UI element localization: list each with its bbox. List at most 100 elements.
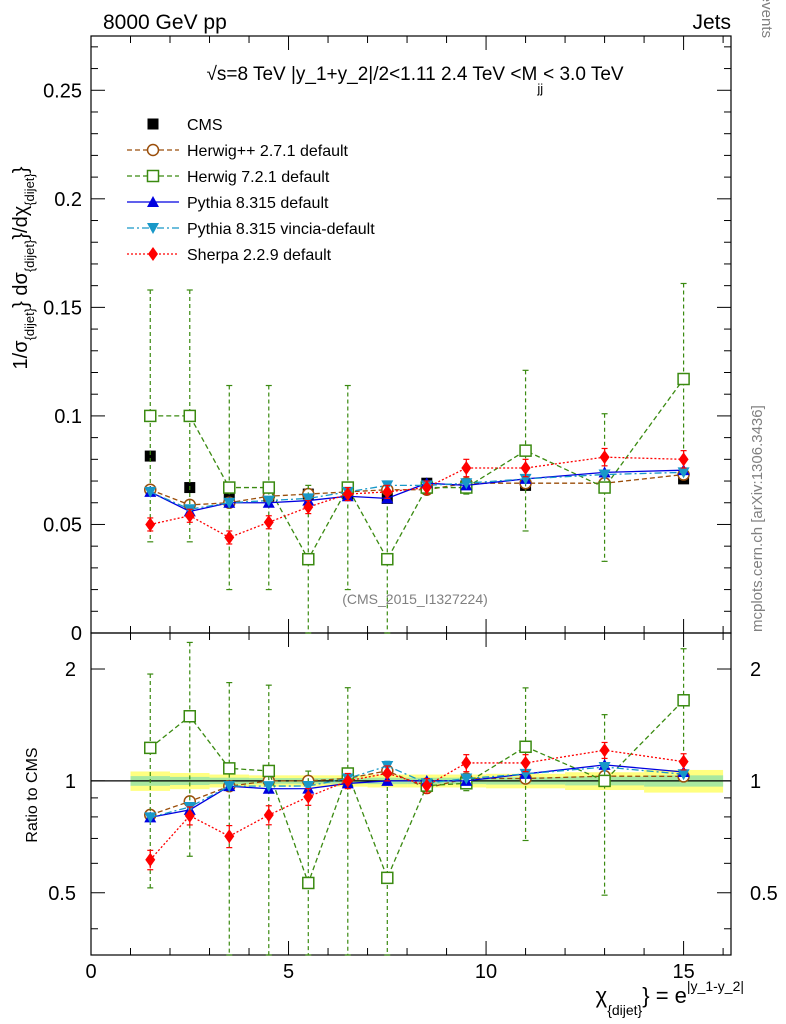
sherpa-2-2-9-default-ratio-point bbox=[224, 829, 235, 844]
pythia-8-315-vincia-default-ratio-point bbox=[460, 773, 473, 785]
legend-marker-herwig-7-2-1-default bbox=[146, 169, 160, 183]
sherpa-2-2-9-default-point bbox=[342, 487, 353, 502]
herwig-7-2-1-default-point bbox=[223, 481, 236, 494]
legend-label-cms: CMS bbox=[187, 117, 223, 134]
x-tick-label: 5 bbox=[283, 961, 294, 983]
legend-label-sherpa-2-2-9-default: Sherpa 2.2.9 default bbox=[187, 247, 332, 264]
y-zero-tick-label: 0 bbox=[71, 623, 82, 645]
pythia-8-315-vincia-default-ratio-point bbox=[302, 781, 315, 793]
legend-label-pythia-8-315-vincia-default: Pythia 8.315 vincia-default bbox=[187, 221, 375, 238]
title-tail: < 3.0 TeV bbox=[543, 64, 624, 85]
herwig-7-2-1-default-point bbox=[677, 372, 690, 386]
herwig-7-2-1-default-point bbox=[302, 552, 315, 566]
plot-title: √s=8 TeV |y_1+y_2|/2<1.11 2.4 TeV <Mjj< … bbox=[206, 64, 623, 96]
sherpa-2-2-9-default-ratio-point bbox=[520, 755, 531, 770]
legend-label-herwig-2-7-1-default: Herwig++ 2.7.1 default bbox=[187, 143, 349, 160]
xlabel-exponent: |y_1-y_2| bbox=[687, 978, 744, 994]
title-main: s=8 TeV |y_1+y_2|/2<1.11 2.4 TeV <M bbox=[217, 64, 537, 85]
rivet-version-label: Rivet 4.1.0, ≥ 2M events bbox=[758, 0, 775, 38]
sherpa-2-2-9-default-point bbox=[599, 450, 610, 465]
pythia-8-315-vincia-default-ratio-point bbox=[598, 762, 611, 774]
legend-marker-pythia-8-315-vincia-default bbox=[147, 223, 159, 234]
ylabel-b: } dσ bbox=[10, 272, 32, 308]
sherpa-2-2-9-default-point bbox=[421, 480, 432, 495]
herwig-7-2-1-default-ratio-point bbox=[381, 871, 394, 885]
xlabel-chi-sub: {dijet} bbox=[607, 1002, 642, 1018]
herwig-7-2-1-default-point bbox=[183, 409, 197, 423]
sherpa-2-2-9-default-ratio-point bbox=[263, 807, 274, 822]
herwig-7-2-1-default-ratio-point bbox=[302, 876, 315, 890]
energy-label: 8000 GeV pp bbox=[103, 11, 227, 34]
ratio-tick-label-right: 2 bbox=[750, 659, 761, 681]
ratio-tick-label-left: 2 bbox=[65, 659, 76, 681]
pythia-8-315-vincia-default-point bbox=[144, 486, 157, 498]
x-tick-label: 15 bbox=[672, 961, 694, 983]
herwig-7-2-1-default-ratio-point bbox=[223, 762, 236, 775]
cms-data-point bbox=[144, 450, 156, 462]
legend-label-herwig-7-2-1-default: Herwig 7.2.1 default bbox=[187, 169, 330, 186]
pythia-8-315-vincia-default-ratio-point bbox=[144, 812, 157, 824]
ylabel-d: } bbox=[10, 166, 32, 173]
sherpa-2-2-9-default-point bbox=[303, 500, 314, 515]
x-tick-label: 10 bbox=[475, 961, 497, 983]
herwig-7-2-1-default-point bbox=[144, 409, 157, 423]
sherpa-2-2-9-default-point bbox=[520, 461, 531, 476]
sherpa-2-2-9-default-ratio-point bbox=[342, 773, 353, 788]
sherpa-2-2-9-default-ratio-point bbox=[184, 808, 195, 823]
pythia-8-315-vincia-default-ratio-point bbox=[262, 781, 275, 793]
ylabel-a-sub: {dijet} bbox=[22, 307, 37, 340]
legend-marker-herwig-2-7-1-default bbox=[146, 143, 160, 157]
legend-marker-sherpa-2-2-9-default bbox=[148, 247, 158, 261]
sherpa-2-2-9-default-ratio-point bbox=[382, 766, 393, 781]
sherpa-2-2-9-default-ratio-point bbox=[303, 789, 314, 804]
sherpa-2-2-9-default-point bbox=[184, 508, 195, 523]
sherpa-2-2-9-default-ratio-point bbox=[461, 755, 472, 770]
herwig-7-2-1-default-ratio-point bbox=[183, 709, 197, 723]
y-axis-label: 1/σ{dijet}} dσ{dijet}}/dχ{dijet}} bbox=[10, 166, 37, 369]
y-tick-label: 0.15 bbox=[43, 297, 82, 319]
sherpa-2-2-9-default-ratio-point bbox=[599, 743, 610, 758]
x-axis-label: χ{dijet}} = e|y_1-y_2| bbox=[596, 978, 744, 1018]
ylabel-c: }/dχ bbox=[10, 205, 32, 239]
sherpa-2-2-9-default-ratio-point bbox=[421, 778, 432, 793]
herwig-7-2-1-default-point bbox=[598, 481, 611, 494]
title-sqrt: √ bbox=[206, 64, 217, 85]
herwig-2-7-1-default-line bbox=[150, 473, 684, 506]
sherpa-2-2-9-default-point bbox=[263, 515, 274, 530]
pythia-8-315-vincia-default-line bbox=[149, 471, 684, 510]
herwig-7-2-1-default-ratio-point bbox=[598, 774, 611, 788]
ratio-tick-label-left: 0.5 bbox=[48, 883, 76, 905]
sherpa-2-2-9-default-point bbox=[461, 461, 472, 476]
y-tick-label: 0.25 bbox=[43, 80, 82, 102]
title-subscript: jj bbox=[536, 81, 543, 96]
chart-marks: 0 5 10 15 0.05 0.1 0.15 0.2 0.25 0.5 0.5 1 1 2 2 CMS Her… bbox=[43, 36, 778, 983]
pythia-8-315-vincia-default-ratio-line bbox=[150, 765, 684, 819]
ratio-y-axis-label: Ratio to CMS bbox=[24, 747, 41, 842]
herwig-7-2-1-default-ratio-line bbox=[149, 699, 685, 885]
sherpa-2-2-9-default-ratio-line bbox=[149, 749, 684, 861]
sherpa-2-2-9-default-point bbox=[382, 484, 393, 499]
sherpa-2-2-9-default-ratio-point bbox=[145, 852, 156, 867]
herwig-7-2-1-default-ratio-point bbox=[519, 740, 532, 754]
legend-label-pythia-8-315-default: Pythia 8.315 default bbox=[187, 195, 329, 212]
herwig-7-2-1-default-point bbox=[381, 552, 394, 566]
xlabel-eq: } = e bbox=[642, 983, 687, 1008]
mcplots-source-label: mcplots.cern.ch [arXiv:1306.3436] bbox=[749, 405, 766, 632]
ylabel-c-sub: {dijet} bbox=[22, 173, 37, 206]
xlabel-chi: χ bbox=[596, 983, 608, 1008]
herwig-7-2-1-default-point bbox=[519, 444, 532, 457]
ratio-tick-label-right: 1 bbox=[750, 771, 761, 793]
ratio-tick-label-right: 0.5 bbox=[750, 883, 778, 905]
sherpa-2-2-9-default-point bbox=[145, 517, 156, 532]
pythia-8-315-vincia-default-ratio-point bbox=[677, 769, 690, 781]
pythia-8-315-vincia-default-point bbox=[223, 497, 236, 509]
herwig-7-2-1-default-point bbox=[262, 481, 276, 494]
x-tick-label: 0 bbox=[85, 961, 96, 983]
herwig-7-2-1-default-line bbox=[150, 378, 685, 561]
pythia-8-315-vincia-default-ratio-point bbox=[223, 781, 236, 793]
ylabel-a: 1/σ bbox=[10, 340, 32, 370]
sherpa-2-2-9-default-ratio-point bbox=[678, 754, 689, 769]
legend-marker-pythia-8-315-default bbox=[147, 196, 159, 207]
ylabel-b-sub: {dijet} bbox=[22, 239, 37, 272]
